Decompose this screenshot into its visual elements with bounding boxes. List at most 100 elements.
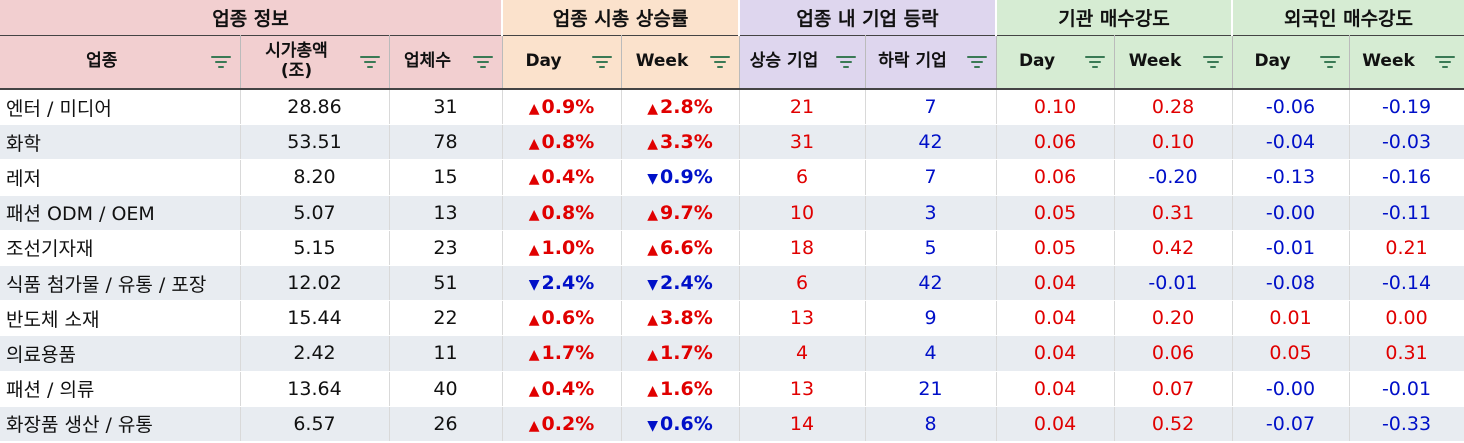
market-cap-cell: 12.02 — [240, 265, 390, 302]
company-count-cell: 78 — [389, 124, 503, 161]
column-header-label: Week — [635, 51, 689, 72]
column-header-10: Week — [1349, 35, 1464, 90]
institution-week-cell: 0.07 — [1114, 371, 1233, 407]
filter-icon[interactable] — [472, 52, 494, 72]
group-header-2: 업종 내 기업 등락 — [739, 0, 998, 36]
cap-change-week-cell: ▲ 9.7% — [621, 195, 740, 231]
group-header-row: 업종 정보 업종 시총 상승률 업종 내 기업 등락 기관 매수강도 외국인 매수강도 — [0, 0, 1464, 36]
institution-week-cell: 0.20 — [1114, 300, 1233, 337]
filter-icon[interactable] — [1319, 52, 1341, 72]
filter-icon[interactable] — [835, 52, 857, 72]
company-count-cell: 51 — [389, 265, 503, 302]
triangle-up-icon: ▲ — [647, 101, 659, 118]
foreign-week-cell: -0.33 — [1349, 406, 1464, 442]
foreign-day-cell: -0.00 — [1232, 371, 1350, 407]
foreign-week-cell: -0.11 — [1349, 195, 1464, 231]
foreign-week-cell: 0.00 — [1349, 300, 1464, 337]
cap-change-day-cell: ▲ 1.0% — [502, 230, 622, 266]
filter-icon[interactable] — [1084, 52, 1106, 72]
cap-change-day-cell: ▲ 0.6% — [502, 300, 622, 337]
company-count-cell: 31 — [389, 89, 503, 126]
column-header-label: 상승 기업 — [749, 51, 819, 72]
cap-change-day-cell: ▲ 1.7% — [502, 335, 622, 372]
rising-companies-cell: 4 — [739, 335, 866, 372]
percent-value: 6.6% — [660, 236, 713, 259]
sector-name-cell: 의료용품 — [0, 335, 241, 372]
filter-icon[interactable] — [1202, 52, 1224, 72]
column-header-9: Day — [1232, 35, 1350, 90]
company-count-cell: 15 — [389, 159, 503, 196]
column-header-label: Day — [1018, 51, 1056, 72]
column-header-1: 시가총액 (조) — [240, 35, 390, 90]
institution-day-cell: 0.04 — [996, 300, 1115, 337]
column-header-3: Day — [502, 35, 622, 90]
sector-name-cell: 엔터 / 미디어 — [0, 89, 241, 126]
market-cap-cell: 6.57 — [240, 406, 390, 442]
percent-value: 0.4% — [541, 166, 595, 189]
filter-icon[interactable] — [709, 52, 731, 72]
foreign-day-cell: 0.01 — [1232, 300, 1350, 337]
falling-companies-cell: 3 — [865, 195, 997, 231]
filter-icon[interactable] — [1434, 52, 1456, 72]
foreign-day-cell: -0.01 — [1232, 230, 1350, 266]
percent-value: 0.9% — [660, 166, 713, 189]
cap-change-day-cell: ▲ 0.8% — [502, 195, 622, 231]
triangle-up-icon: ▲ — [647, 382, 659, 399]
column-header-label: 하락 기업 — [878, 51, 947, 72]
cap-change-week-cell: ▲ 6.6% — [621, 230, 740, 266]
institution-week-cell: 0.52 — [1114, 406, 1233, 442]
percent-value: 1.6% — [660, 377, 713, 400]
sector-name-cell: 반도체 소재 — [0, 300, 241, 337]
table-row[interactable]: 화학 53.51 78 ▲ 0.8% ▲ 3.3% 31 42 0.06 0.10 -0.04 -0.0… — [0, 124, 1464, 161]
table-row[interactable]: 레저 8.20 15 ▲ 0.4% ▼ 0.9% 6 7 0.06 -0.20 -0.13 -0.16 — [0, 159, 1464, 196]
cap-change-week-cell: ▲ 3.8% — [621, 300, 740, 337]
table-row[interactable]: 식품 첨가물 / 유통 / 포장 12.02 51 ▼ 2.4% ▼ 2.4% 6 42 0.04… — [0, 265, 1464, 302]
falling-companies-cell: 8 — [865, 406, 997, 442]
institution-week-cell: 0.06 — [1114, 335, 1233, 372]
market-cap-cell: 8.20 — [240, 159, 390, 196]
triangle-up-icon: ▲ — [528, 417, 540, 434]
table-row[interactable]: 패션 ODM / OEM 5.07 13 ▲ 0.8% ▲ 9.7% 10 3 0.05 0.31-… — [0, 195, 1464, 231]
filter-icon[interactable] — [591, 52, 613, 72]
falling-companies-cell: 7 — [865, 89, 997, 126]
column-header-label: 업체수 — [404, 51, 451, 72]
percent-value: 9.7% — [660, 201, 713, 224]
triangle-up-icon: ▲ — [647, 312, 659, 329]
institution-week-cell: -0.20 — [1114, 159, 1233, 196]
institution-week-cell: 0.42 — [1114, 230, 1233, 266]
institution-day-cell: 0.05 — [996, 195, 1115, 231]
percent-value: 1.7% — [541, 342, 595, 365]
table-row[interactable]: 의료용품 2.42 11 ▲ 1.7% ▲ 1.7% 4 4 0.04 0.06 0.05 0.31 — [0, 335, 1464, 372]
table-row[interactable]: 반도체 소재 15.44 22 ▲ 0.6% ▲ 3.8% 13 9 0.04 0.20 0.01 0.… — [0, 300, 1464, 337]
rising-companies-cell: 18 — [739, 230, 866, 266]
column-header-6: 하락 기업 — [865, 35, 997, 90]
company-count-cell: 13 — [389, 195, 503, 231]
foreign-week-cell: 0.21 — [1349, 230, 1464, 266]
foreign-week-cell: -0.01 — [1349, 371, 1464, 407]
cap-change-day-cell: ▲ 0.9% — [502, 89, 622, 126]
table-row[interactable]: 화장품 생산 / 유통 6.57 26 ▲ 0.2% ▼ 0.6% 14 8 0.04 0.52 -0… — [0, 406, 1464, 442]
foreign-week-cell: -0.03 — [1349, 124, 1464, 161]
foreign-day-cell: -0.07 — [1232, 406, 1350, 442]
table-row[interactable]: 패션 / 의류 13.64 40 ▲ 0.4% ▲ 1.6% 13 21 0.04 0.07 -0.0… — [0, 371, 1464, 407]
column-header-2: 업체수 — [389, 35, 503, 90]
market-cap-cell: 5.07 — [240, 195, 390, 231]
filter-icon[interactable] — [966, 52, 988, 72]
falling-companies-cell: 9 — [865, 300, 997, 337]
market-cap-cell: 53.51 — [240, 124, 390, 161]
market-cap-cell: 15.44 — [240, 300, 390, 337]
market-cap-cell: 2.42 — [240, 335, 390, 372]
sector-name-cell: 식품 첨가물 / 유통 / 포장 — [0, 265, 241, 302]
table-row[interactable]: 조선기자재 5.15 23 ▲ 1.0% ▲ 6.6% 18 5 0.05 0.42 -0.01 0.2… — [0, 230, 1464, 266]
filter-icon[interactable] — [359, 52, 381, 72]
filter-icon[interactable] — [210, 52, 232, 72]
foreign-week-cell: -0.16 — [1349, 159, 1464, 196]
column-header-label: Day — [525, 51, 562, 72]
group-header-1: 업종 시총 상승률 — [502, 0, 741, 36]
foreign-day-cell: -0.13 — [1232, 159, 1350, 196]
percent-value: 0.6% — [541, 307, 595, 330]
percent-value: 0.2% — [541, 412, 595, 435]
table-row[interactable]: 엔터 / 미디어 28.86 31 ▲ 0.9% ▲ 2.8% 21 7 0.10 0.28 -0.0… — [0, 89, 1464, 126]
column-header-label: 업종 — [86, 51, 118, 72]
market-cap-cell: 13.64 — [240, 371, 390, 407]
